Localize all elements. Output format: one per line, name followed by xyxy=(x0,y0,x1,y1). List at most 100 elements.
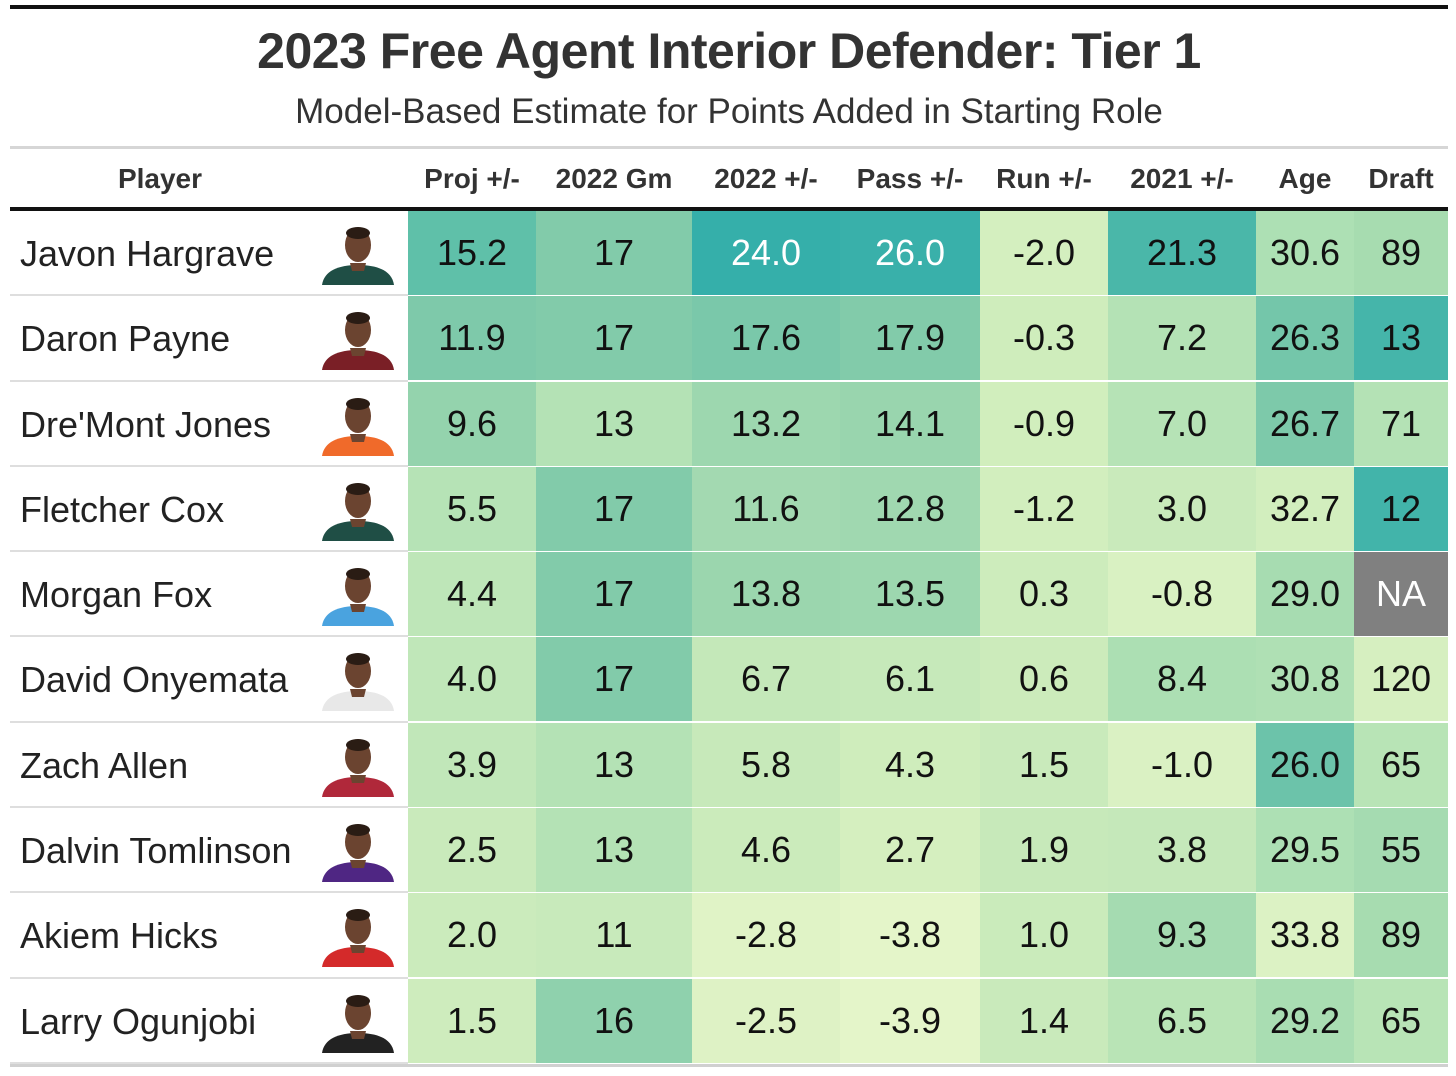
row-divider xyxy=(10,1061,408,1064)
table-cell: 17.9 xyxy=(840,296,980,381)
player-headshot-icon xyxy=(322,994,394,1053)
table-cell: 13.2 xyxy=(692,381,840,466)
table-cell: 71 xyxy=(1354,381,1448,466)
row-divider xyxy=(10,806,408,809)
table-cell: 33.8 xyxy=(1256,893,1354,978)
row-divider xyxy=(10,976,408,979)
table-cell: 16 xyxy=(536,978,692,1063)
table-body: Javon Hargrave 15.2 17 24.0 26.0 -2.0 21.3 30.6… xyxy=(10,211,1448,1064)
table-header: Player Proj +/- 2022 Gm 2022 +/- Pass +/- Run… xyxy=(10,150,1448,208)
column-header: Run +/- xyxy=(996,163,1092,194)
table-cell: 11.9 xyxy=(408,296,536,381)
table-cell: 29.2 xyxy=(1256,978,1354,1063)
table-cell: 26.0 xyxy=(840,211,980,295)
player-name: Morgan Fox xyxy=(20,574,213,616)
table-cell: 26.3 xyxy=(1256,296,1354,381)
table-cell: 5.8 xyxy=(692,722,840,807)
row-divider xyxy=(10,891,408,894)
table-cell: 2.5 xyxy=(408,808,536,893)
table-cell: 65 xyxy=(1354,722,1448,807)
table-cell: 13 xyxy=(536,722,692,807)
table-cell: 3.0 xyxy=(1108,466,1256,551)
row-divider xyxy=(10,379,408,382)
table-cell: 17 xyxy=(536,552,692,637)
table-cell: 0.3 xyxy=(980,552,1108,637)
player-headshot-icon xyxy=(322,738,394,797)
table-cell: 29.5 xyxy=(1256,808,1354,893)
table-row: Morgan Fox 4.4 17 13.8 13.5 0.3 -0.8 29.0 NA xyxy=(10,552,1448,638)
column-header: 2022 +/- xyxy=(714,163,818,194)
player-name: Javon Hargrave xyxy=(20,233,275,274)
player-name: Akiem Hicks xyxy=(20,915,219,957)
table-cell: 13 xyxy=(536,381,692,466)
player-name: Zach Allen xyxy=(20,744,189,786)
table-cell: 21.3 xyxy=(1108,211,1256,295)
table-cell: 26.7 xyxy=(1256,381,1354,466)
bottom-rule xyxy=(10,1064,1448,1067)
row-divider xyxy=(10,720,408,723)
table-cell: 15.2 xyxy=(408,211,536,295)
table-row: Fletcher Cox 5.5 17 11.6 12.8 -1.2 3.0 32.7 12 xyxy=(10,466,1448,553)
table-cell: 3.9 xyxy=(408,722,536,807)
column-header: Player xyxy=(117,163,203,194)
column-header: Proj +/- xyxy=(424,163,520,194)
table-cell: 12.8 xyxy=(840,466,980,551)
player-headshot-icon xyxy=(322,824,394,883)
player-name: Daron Payne xyxy=(20,318,231,360)
table-cell: 13 xyxy=(536,808,692,893)
table-cell: 55 xyxy=(1354,808,1448,893)
column-header: Age xyxy=(1278,163,1332,194)
table-cell: 13 xyxy=(1354,296,1448,381)
table-cell: -3.9 xyxy=(840,978,980,1063)
table-cell: 24.0 xyxy=(692,211,840,295)
column-header: 2021 +/- xyxy=(1130,163,1234,194)
table-cell: -2.0 xyxy=(980,211,1108,295)
column-header: 2022 Gm xyxy=(555,163,673,194)
table-cell: -1.0 xyxy=(1108,722,1256,807)
table-cell: -3.8 xyxy=(840,893,980,978)
row-divider xyxy=(10,294,408,297)
table-row: Dre'Mont Jones 9.6 13 13.2 14.1 -0.9 7.0 26.7 71 xyxy=(10,381,1448,467)
table-cell: 2.7 xyxy=(840,808,980,893)
table-cell: 26.0 xyxy=(1256,722,1354,807)
table-cell: 7.2 xyxy=(1108,296,1256,381)
table-cell: 9.3 xyxy=(1108,893,1256,978)
table-cell: -0.8 xyxy=(1108,552,1256,637)
header-rule xyxy=(10,207,1448,211)
column-header: Pass +/- xyxy=(856,163,964,194)
table-cell: 29.0 xyxy=(1256,552,1354,637)
table-cell: 1.4 xyxy=(980,978,1108,1063)
table-cell: 13.8 xyxy=(692,552,840,637)
player-name: Larry Ogunjobi xyxy=(20,1000,257,1042)
player-headshot-icon xyxy=(322,653,394,712)
table-cell: NA xyxy=(1354,552,1448,637)
table-cell: 17 xyxy=(536,637,692,722)
table-cell: 4.3 xyxy=(840,722,980,807)
table-cell: 5.5 xyxy=(408,466,536,551)
table-cell: 1.9 xyxy=(980,808,1108,893)
title-separator xyxy=(10,146,1448,149)
table-cell: 4.0 xyxy=(408,637,536,722)
table-cell: 17 xyxy=(536,466,692,551)
table-cell: -0.9 xyxy=(980,381,1108,466)
table-row: David Onyemata 4.0 17 6.7 6.1 0.6 8.4 30.8 120 xyxy=(10,637,1448,723)
table-cell: 7.0 xyxy=(1108,381,1256,466)
table-cell: 9.6 xyxy=(408,381,536,466)
chart-title: 2023 Free Agent Interior Defender: Tier … xyxy=(257,23,1201,79)
player-headshot-icon xyxy=(322,227,394,285)
table-cell: 1.0 xyxy=(980,893,1108,978)
table-cell: 2.0 xyxy=(408,893,536,978)
column-header: Draft xyxy=(1368,163,1434,194)
table-cell: -2.8 xyxy=(692,893,840,978)
row-divider xyxy=(10,550,408,553)
player-headshot-icon xyxy=(322,482,394,541)
player-name: Fletcher Cox xyxy=(20,488,225,530)
table-row: Akiem Hicks 2.0 11 -2.8 -3.8 1.0 9.3 33.8 89 xyxy=(10,893,1448,979)
table-cell: 30.6 xyxy=(1256,211,1354,295)
table-cell: 1.5 xyxy=(408,978,536,1063)
table-row: Javon Hargrave 15.2 17 24.0 26.0 -2.0 21.3 30.6… xyxy=(10,211,1448,297)
table-cell: 32.7 xyxy=(1256,466,1354,551)
table-cell: 11.6 xyxy=(692,466,840,551)
player-name: David Onyemata xyxy=(20,659,289,701)
chart-subtitle: Model-Based Estimate for Points Added in… xyxy=(295,92,1163,131)
